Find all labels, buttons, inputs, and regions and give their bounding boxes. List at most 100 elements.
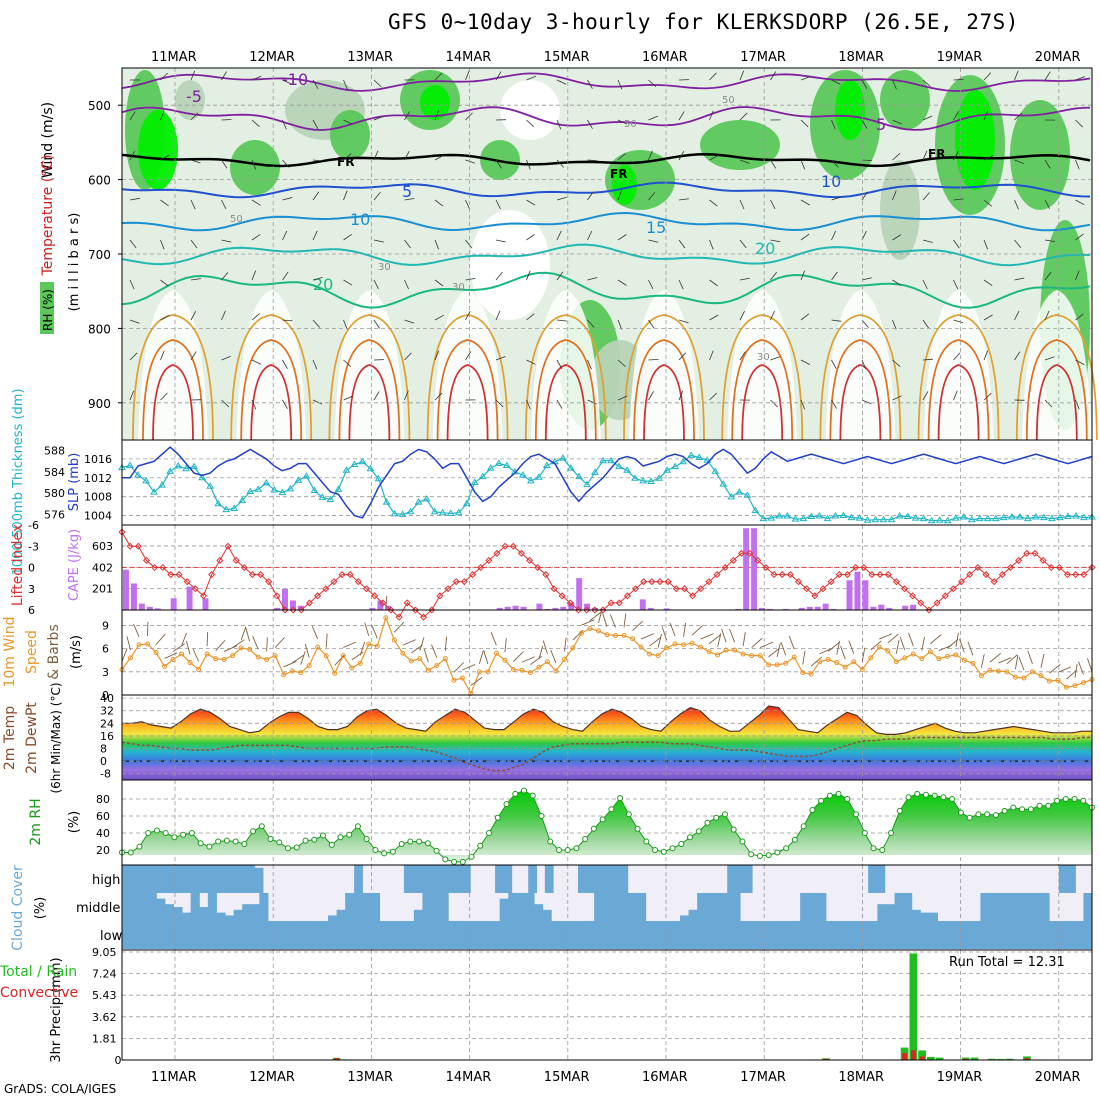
wind-barb [251, 313, 260, 321]
wind-barb [1075, 233, 1084, 241]
cloud-cell [499, 898, 509, 921]
cloud-cell [399, 921, 409, 949]
wind-speed-point [187, 660, 193, 666]
wind-barb [495, 271, 503, 281]
cloud-cell [373, 921, 383, 949]
wind-barb [708, 634, 721, 645]
wind-barb [800, 399, 806, 410]
cloud-cell [122, 921, 132, 949]
thickness-point [591, 468, 599, 475]
cloud-cell [823, 921, 833, 949]
lifted-index-point [819, 585, 827, 593]
wind-barb [892, 153, 901, 161]
rh-point [529, 792, 536, 799]
lifted-index-point [126, 542, 134, 550]
temperature-label: -5 [186, 87, 202, 106]
precip-convective-bar [334, 1058, 339, 1060]
cloud-cell [637, 893, 647, 921]
wind-barb [160, 314, 170, 321]
wind-barb [129, 150, 135, 161]
wind-barb [892, 79, 897, 90]
rh-point [267, 835, 274, 842]
cloud-cell [762, 921, 773, 949]
cloud-cell [667, 921, 677, 949]
rh-point [241, 841, 248, 848]
temperature-contour [328, 314, 411, 441]
wind-barb [1075, 199, 1085, 206]
lifted-index-point [330, 578, 338, 586]
wind-barb [282, 230, 288, 241]
wind-barb [483, 650, 489, 664]
lifted-index-point [411, 606, 419, 614]
cloud-cell [453, 865, 463, 893]
cloud-cell [238, 865, 247, 893]
cloud-cell [437, 865, 446, 893]
wind-barb [221, 159, 228, 169]
wind-barb [609, 614, 616, 628]
cloud-cell [877, 904, 887, 921]
wind-barb [404, 111, 411, 121]
wind-speed-point [664, 645, 670, 651]
cloud-cell [216, 912, 226, 921]
wind-barb [495, 239, 506, 243]
cloud-cell [920, 912, 930, 921]
thickness-point [190, 462, 199, 470]
rh-point [407, 838, 414, 845]
precip-convective-bar [919, 1056, 925, 1060]
wind-barb [788, 635, 795, 650]
wind-barb [831, 359, 837, 369]
lifted-index-point [949, 585, 957, 593]
wind-barb [129, 390, 135, 401]
wind-barb [311, 626, 319, 640]
cloud-cell [817, 893, 827, 921]
temperature-contour [121, 243, 1091, 267]
wind-barb [133, 623, 140, 637]
wind-speed-point [825, 656, 831, 662]
thickness-point [895, 511, 904, 519]
cloud-layer-label: high [92, 873, 120, 888]
cloud-cell [632, 921, 643, 949]
cloud-cell [607, 921, 617, 949]
rh-point [582, 835, 589, 842]
y-tick-label: 6 [102, 643, 109, 656]
wind-barb [160, 72, 168, 81]
y-tick-label: 16 [100, 730, 114, 743]
thickness-point [534, 473, 543, 480]
precip-total-bar [918, 1050, 926, 1060]
thickness-point [214, 499, 223, 507]
wind-barb [1087, 658, 1093, 672]
lifted-index-point [468, 571, 477, 579]
cloud-cell [412, 865, 421, 893]
cape-bar [751, 528, 758, 610]
wind-speed-point [587, 626, 593, 632]
cape-bar [560, 606, 567, 610]
y-tick-label: 500 [88, 99, 111, 113]
cloud-cell [840, 921, 850, 949]
cloud-cell [207, 893, 217, 921]
cape-bar [552, 607, 559, 610]
temperature-label: FR [337, 155, 354, 169]
wind-barb [598, 609, 603, 623]
wind-barb [192, 648, 199, 662]
thickness-point [254, 485, 263, 492]
rh-point [826, 792, 833, 799]
cloud-cell [336, 909, 346, 921]
cloud-cell [970, 921, 980, 949]
rh-point [512, 790, 519, 797]
rh-point [381, 850, 388, 857]
cloud-cell [594, 893, 604, 921]
wind-barb [831, 399, 837, 409]
thickness-point [1048, 514, 1056, 522]
date-label-top: 19MAR [937, 50, 983, 65]
rh-shading [880, 160, 920, 260]
cloud-cell [525, 893, 535, 921]
cape-bar [544, 608, 551, 610]
thickness-point [310, 486, 319, 493]
wind-barb [373, 150, 379, 161]
thickness-point [1072, 511, 1080, 519]
cloud-cell [163, 865, 173, 893]
cloud-cell [303, 921, 314, 949]
wind-barb [632, 620, 644, 631]
cloud-cell [719, 921, 729, 949]
rh-point [188, 830, 195, 836]
